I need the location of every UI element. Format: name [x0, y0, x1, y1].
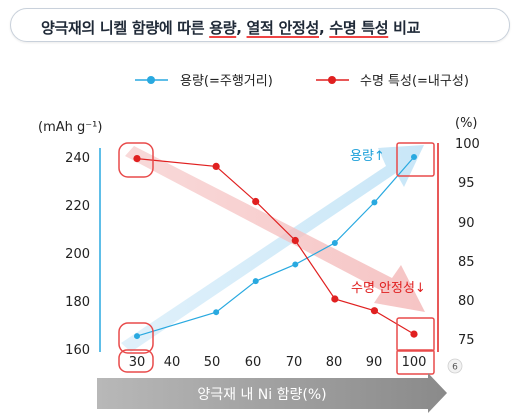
- title-box: 양극재의 니켈 함량에 따른 용량, 열적 안정성, 수명 특성 비교: [10, 8, 510, 42]
- data-point-life: [370, 307, 379, 315]
- data-point-capacity: [331, 239, 338, 246]
- highlight-box-x30: [118, 349, 154, 373]
- data-point-capacity: [411, 154, 417, 160]
- right-tick-label: 80: [458, 294, 475, 309]
- legend-label-capacity: 용량(=주행거리): [180, 73, 273, 89]
- legend-label-life: 수명 특성(=내구성): [360, 74, 469, 89]
- data-point-life: [133, 155, 141, 163]
- title-separator: ,: [236, 19, 247, 37]
- legend-marker-capacity: [147, 76, 155, 84]
- data-point-capacity: [371, 199, 378, 206]
- series-life: [133, 155, 418, 338]
- data-point-life: [331, 295, 339, 303]
- x-axis-banner: [97, 373, 447, 413]
- highlight-boxes: [118, 142, 435, 375]
- left-tick-label: 180: [65, 295, 90, 310]
- left-tick-label: 200: [65, 247, 90, 262]
- x-tick-label: 40: [164, 355, 181, 370]
- x-tick-label: 80: [326, 355, 343, 370]
- title-highlight-thermal: 열적 안정성: [246, 19, 320, 37]
- right-axis-unit: (%): [455, 116, 478, 131]
- title-highlight-life: 수명 특성: [329, 19, 389, 37]
- data-point-life: [410, 330, 418, 338]
- legend-marker-life: [328, 76, 336, 84]
- title-highlight-capacity: 용량: [209, 19, 237, 37]
- annotation-stability-down: 수명 안정성↓: [351, 281, 426, 296]
- x-tick-label: 100: [402, 355, 427, 370]
- x-tick-label: 70: [286, 355, 303, 370]
- page-title: 양극재의 니켈 함량에 따른 용량, 열적 안정성, 수명 특성 비교: [41, 17, 420, 38]
- x-axis-title: 양극재 내 Ni 함량(%): [197, 387, 326, 403]
- right-tick-label: 95: [458, 176, 475, 191]
- data-point-life: [252, 197, 260, 206]
- annotation-capacity-up: 용량↑: [350, 149, 385, 164]
- data-point-capacity: [134, 333, 140, 340]
- x-tick-label: 30: [129, 355, 146, 370]
- data-point-capacity: [252, 278, 259, 285]
- page-badge-number: 6: [452, 363, 458, 373]
- highlight-box-life-end: [396, 317, 435, 352]
- data-point-life: [212, 162, 220, 170]
- data-point-life: [291, 236, 299, 245]
- highlight-box-capacity-end: [396, 142, 435, 177]
- x-tick-label: 90: [366, 355, 383, 370]
- page-badge: [447, 358, 463, 374]
- right-tick-label: 85: [458, 255, 475, 270]
- data-point-capacity: [292, 261, 299, 268]
- x-tick-label: 50: [204, 355, 221, 370]
- capacity-trend-arrow: [121, 145, 424, 352]
- highlight-box-life-start: [118, 142, 154, 178]
- right-tick-label: 90: [458, 216, 475, 231]
- title-prefix: 양극재의 니켈 함량에 따른: [41, 19, 210, 37]
- data-point-capacity: [213, 309, 220, 316]
- title-suffix: 비교: [388, 19, 421, 37]
- right-tick-label: 100: [455, 137, 480, 152]
- series-capacity: [134, 154, 417, 340]
- left-tick-label: 240: [65, 151, 90, 166]
- left-tick-label: 160: [65, 343, 90, 358]
- left-axis-unit: (mAh g⁻¹): [38, 120, 102, 135]
- highlight-box-x100: [396, 349, 435, 375]
- right-tick-label: 75: [458, 333, 475, 348]
- highlight-box-capacity-start: [118, 322, 154, 354]
- left-tick-label: 220: [65, 199, 90, 214]
- legend: 용량(=주행거리) 수명 특성(=내구성): [135, 73, 469, 89]
- x-tick-label: 60: [245, 355, 262, 370]
- title-separator: ,: [318, 19, 330, 37]
- life-trend-arrow: [125, 146, 425, 312]
